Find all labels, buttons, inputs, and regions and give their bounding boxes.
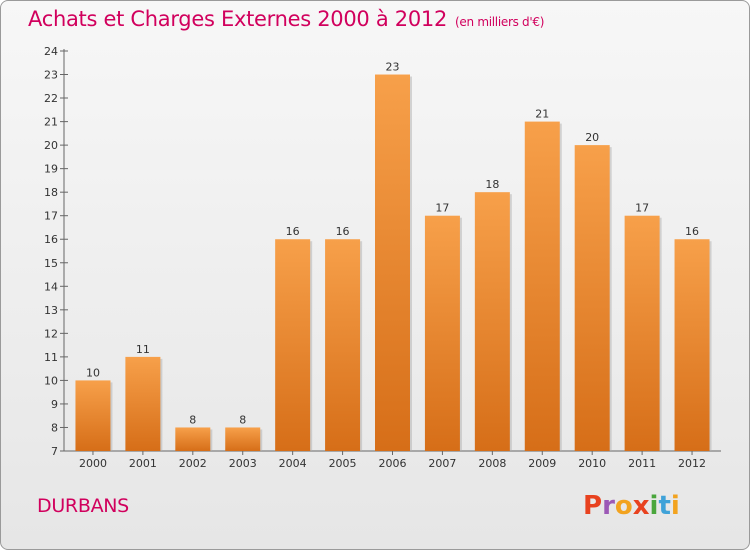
y-tick-label: 13 <box>44 304 58 317</box>
value-label-2011: 17 <box>635 202 649 215</box>
logo-letter: o <box>614 491 633 521</box>
value-label-2012: 16 <box>685 225 699 238</box>
bar-2010 <box>574 145 610 451</box>
x-tick-label-2000: 2000 <box>79 457 107 470</box>
y-tick-label: 7 <box>51 445 58 458</box>
y-tick-label: 15 <box>44 257 58 270</box>
x-tick-label-2003: 2003 <box>229 457 257 470</box>
y-tick-label: 18 <box>44 186 58 199</box>
value-label-2004: 16 <box>286 225 300 238</box>
x-tick-label-2004: 2004 <box>279 457 307 470</box>
x-tick-label-2012: 2012 <box>678 457 706 470</box>
y-tick-label: 12 <box>44 327 58 340</box>
title-text: Achats et Charges Externes 2000 à 2012 <box>28 7 448 31</box>
value-label-2006: 23 <box>386 61 400 74</box>
x-tick-label-2002: 2002 <box>179 457 207 470</box>
bar-2006 <box>375 74 410 451</box>
bar-2003 <box>225 427 261 451</box>
proxiti-logo: Proxiti <box>583 491 680 521</box>
value-label-2010: 20 <box>585 131 599 144</box>
bar-2004 <box>275 239 311 451</box>
y-tick-label: 9 <box>51 398 58 411</box>
y-tick-label: 8 <box>51 421 58 434</box>
value-label-2003: 8 <box>239 413 246 426</box>
chart-title: Achats et Charges Externes 2000 à 2012 (e… <box>28 7 544 31</box>
bar-2008 <box>474 192 510 452</box>
axes: 7 8 9 10 11 12 13 14 15 16 17 18 19 20 21 22 23 24 2000 200… <box>44 45 721 470</box>
y-tick-label: 17 <box>44 210 58 223</box>
bar-2007 <box>424 215 460 451</box>
bar-2001 <box>125 356 161 451</box>
logo-letter: i <box>649 491 659 521</box>
x-tick-label-2008: 2008 <box>478 457 506 470</box>
x-tick-label-2010: 2010 <box>578 457 606 470</box>
y-tick-label: 11 <box>44 351 58 364</box>
y-tick-label: 22 <box>44 92 58 105</box>
x-tick-label-2011: 2011 <box>628 457 656 470</box>
y-tick-label: 10 <box>44 374 58 387</box>
y-tick-label: 21 <box>44 116 58 129</box>
bar-2009 <box>524 121 560 452</box>
bar-2002 <box>175 427 211 451</box>
bar-2005 <box>325 239 361 451</box>
logo-letter: i <box>670 491 680 521</box>
logo-letter: P <box>583 491 603 521</box>
y-tick-label: 19 <box>44 163 58 176</box>
y-tick-label: 20 <box>44 139 58 152</box>
bar-2012 <box>674 239 710 451</box>
y-tick-label: 23 <box>44 69 58 82</box>
value-label-2000: 10 <box>86 366 100 379</box>
y-tick-label: 14 <box>44 280 58 293</box>
logo-letter: x <box>632 491 650 521</box>
value-label-2001: 11 <box>136 343 150 356</box>
x-tick-label-2009: 2009 <box>528 457 556 470</box>
y-tick-label: 24 <box>44 45 58 58</box>
unit-label: (en milliers d'€) <box>455 15 545 29</box>
bars: 10 11 8 8 16 16 23 17 18 21 20 17 16 <box>75 61 712 452</box>
commune-name: DURBANS <box>37 495 129 517</box>
logo-letter: r <box>602 491 615 521</box>
value-label-2002: 8 <box>189 413 196 426</box>
bar-2011 <box>624 215 660 451</box>
x-tick-label-2006: 2006 <box>379 457 407 470</box>
logo-letter: t <box>658 491 671 521</box>
x-tick-label-2007: 2007 <box>428 457 456 470</box>
x-tick-label-2001: 2001 <box>129 457 157 470</box>
value-label-2008: 18 <box>485 178 499 191</box>
value-label-2009: 21 <box>535 108 549 121</box>
x-tick-label-2005: 2005 <box>329 457 357 470</box>
bar-2000 <box>75 380 111 451</box>
value-label-2007: 17 <box>435 202 449 215</box>
value-label-2005: 16 <box>336 225 350 238</box>
y-tick-label: 16 <box>44 233 58 246</box>
